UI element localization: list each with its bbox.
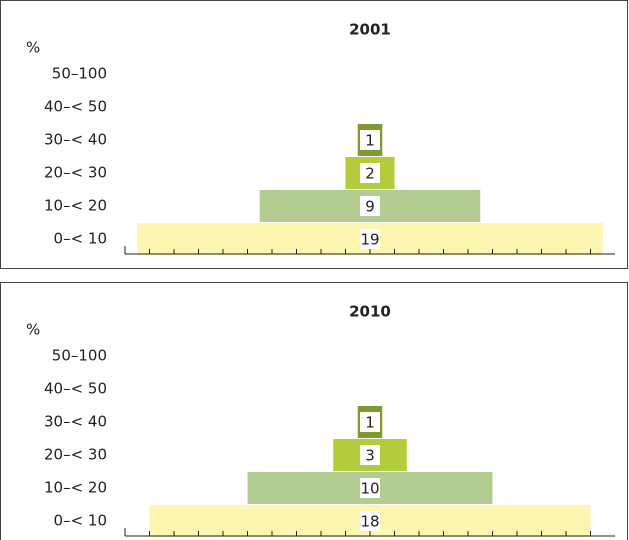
value-label: 2 — [365, 165, 375, 183]
value-label-box — [360, 196, 380, 216]
y-tick-label: 30–< 40 — [44, 413, 107, 431]
value-label-box — [360, 511, 380, 531]
value-label: 1 — [365, 132, 375, 150]
value-label-box — [360, 445, 380, 465]
value-label-box — [360, 478, 380, 498]
y-tick-label: 0–< 10 — [54, 512, 107, 530]
y-axis-label: % — [26, 39, 40, 57]
y-tick-label: 0–< 10 — [54, 230, 107, 248]
y-tick-label: 50–100 — [52, 65, 107, 83]
value-label: 10 — [360, 480, 379, 498]
value-label: 18 — [360, 513, 379, 531]
value-label-box — [360, 412, 380, 432]
chart-title: 2010 — [349, 303, 391, 321]
y-tick-label: 40–< 50 — [44, 380, 107, 398]
y-tick-label: 20–< 30 — [44, 164, 107, 182]
value-label-box — [360, 163, 380, 183]
value-label-box — [360, 130, 380, 150]
value-label: 1 — [365, 414, 375, 432]
y-tick-label: 10–< 20 — [44, 479, 107, 497]
y-tick-label: 30–< 40 — [44, 131, 107, 149]
value-label-box — [360, 229, 380, 249]
panel — [0, 0, 628, 269]
y-tick-label: 40–< 50 — [44, 98, 107, 116]
value-label: 9 — [365, 198, 375, 216]
chart-title: 2001 — [349, 21, 391, 39]
y-tick-label: 10–< 20 — [44, 197, 107, 215]
panel — [0, 282, 628, 540]
y-tick-label: 20–< 30 — [44, 446, 107, 464]
value-label: 19 — [360, 231, 379, 249]
y-tick-label: 50–100 — [52, 347, 107, 365]
value-label: 3 — [365, 447, 375, 465]
y-axis-label: % — [26, 321, 40, 339]
